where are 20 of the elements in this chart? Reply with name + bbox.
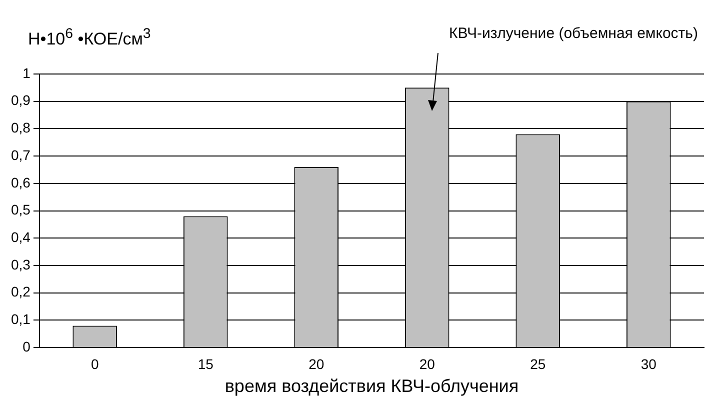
y-tick-label: 0,3 [10, 256, 31, 272]
y-tick-label: 0,4 [10, 229, 31, 246]
y-tick-label: 0,5 [10, 202, 31, 218]
x-axis-title: время воздействия КВЧ-облучения [224, 376, 519, 396]
y-axis-title: Н•10$^{6}$ •КОЕ/см$^{3}$ [28, 26, 151, 50]
y-tick-label: 0,1 [10, 311, 31, 328]
x-tick-label: 20 [419, 356, 436, 372]
y-tick-label: 1 [22, 64, 31, 81]
x-tick-label: 30 [640, 356, 657, 372]
y-tick-label: 0,7 [10, 146, 31, 163]
y-tick-label: 0,6 [10, 174, 31, 190]
y-tick-label: 0 [22, 338, 31, 354]
text: КВЧ-излучение (объемная емкость) [448, 25, 698, 42]
y-tick-label: 0,8 [10, 120, 31, 136]
y-tick-label: 0,2 [10, 284, 31, 300]
x-tick-label: 0 [90, 356, 99, 372]
y-tick-label: 0,9 [10, 92, 31, 108]
x-tick-label: 25 [530, 356, 546, 372]
x-tick-label: 15 [198, 356, 214, 372]
x-tick-label: 20 [308, 356, 324, 372]
